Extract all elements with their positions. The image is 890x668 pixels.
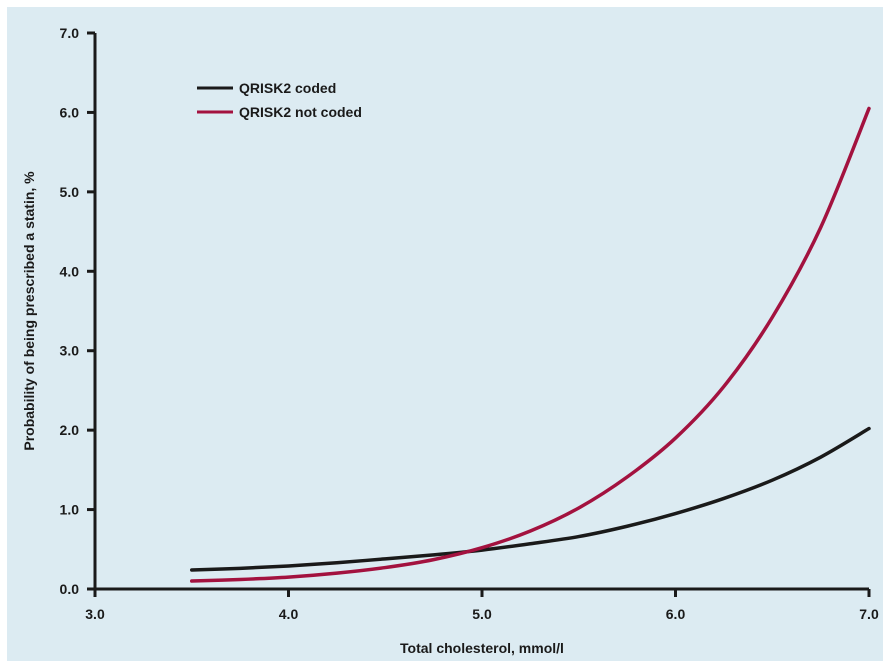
y-tick-label: 6.0 [60, 104, 80, 120]
y-tick-label: 4.0 [60, 263, 80, 279]
series-line-qrisk2-not-coded [190, 106, 871, 583]
y-tick-label: 7.0 [60, 25, 80, 41]
x-tick-label: 4.0 [279, 606, 299, 622]
x-tick-label: 7.0 [859, 606, 879, 622]
y-tick-label: 0.0 [60, 581, 80, 597]
axis-ticks: 3.0 4.0 5.0 6.0 7.0 0.0 1.0 2.0 3.0 4.0 5.0 6.0 7.0 [60, 25, 879, 622]
x-tick-label: 3.0 [85, 606, 105, 622]
axes [93, 33, 869, 591]
legend-label-qrisk2-not-coded: QRISK2 not coded [239, 104, 362, 120]
y-tick-label: 3.0 [60, 343, 80, 359]
x-tick-label: 5.0 [472, 606, 492, 622]
x-tick-label: 6.0 [666, 606, 686, 622]
chart-panel: 3.0 4.0 5.0 6.0 7.0 0.0 1.0 2.0 3.0 4.0 5.0 6.0 7.0 … [7, 7, 883, 661]
y-axis-title: Probability of being prescribed a statin… [21, 171, 37, 451]
legend-label-qrisk2-coded: QRISK2 coded [239, 80, 336, 96]
line-chart: 3.0 4.0 5.0 6.0 7.00.01.02.03.04.05.06.07.0 … [21, 25, 879, 656]
legend: QRISK2 coded QRISK2 not coded [197, 80, 362, 120]
y-tick-label: 2.0 [60, 422, 80, 438]
series-line-qrisk2-coded [190, 426, 871, 572]
y-tick-label: 5.0 [60, 184, 80, 200]
y-tick-label: 1.0 [60, 502, 80, 518]
x-axis-title: Total cholesterol, mmol/l [400, 640, 564, 656]
series-lines [190, 106, 871, 583]
